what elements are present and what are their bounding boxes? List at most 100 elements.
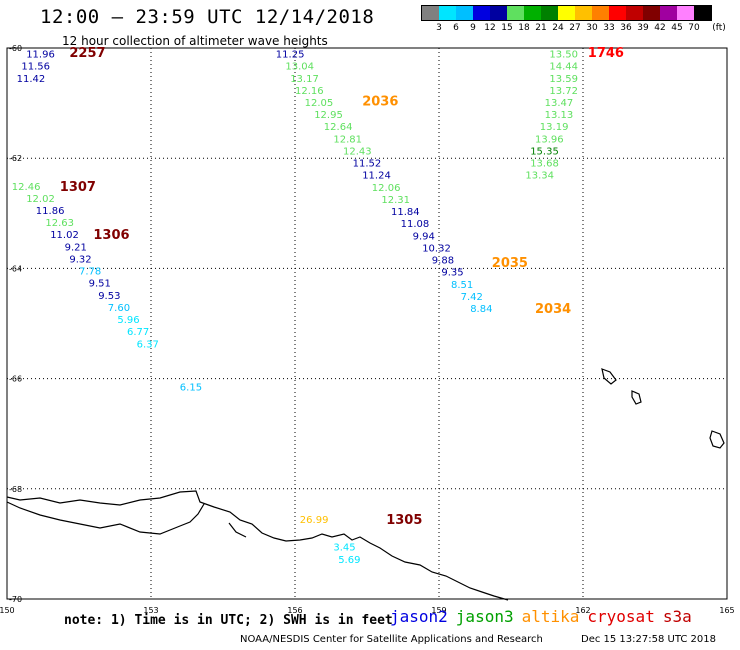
lon-tick-label: 150: [0, 606, 15, 615]
wave-height-value: 11.42: [17, 74, 46, 85]
wave-height-value: 9.21: [65, 242, 87, 253]
legend-label: 42: [654, 23, 666, 33]
legend-label: 45: [671, 23, 683, 33]
legend-label: 3: [436, 23, 442, 33]
wave-height-value: 13.17: [290, 74, 319, 85]
legend-swatch: [626, 6, 643, 20]
wave-height-value: 9.32: [69, 254, 91, 265]
legend-swatch: [660, 6, 677, 20]
legend-swatch: [592, 6, 609, 20]
wave-height-value: 12.46: [12, 182, 41, 193]
satellite-jason2: jason2: [390, 607, 448, 626]
wave-height-value: 5.69: [338, 555, 360, 566]
wave-height-value: 13.96: [535, 134, 564, 145]
wave-height-value: 26.99: [300, 515, 329, 526]
pass-time-label: 2035: [492, 256, 528, 271]
wave-height-value: 5.96: [117, 315, 139, 326]
wave-height-value: 8.51: [451, 280, 473, 291]
wave-height-value: 12.63: [45, 218, 74, 229]
wave-height-value: 7.78: [79, 267, 101, 278]
satellite-altika: altika: [521, 607, 580, 626]
legend-label: 12: [484, 23, 496, 33]
pass-2034: 8.84 2034: [470, 302, 571, 317]
legend-swatch: [609, 6, 626, 20]
page-title: 12:00 – 23:59 UTC 12/14/2018: [40, 6, 375, 28]
pass-1306: 11.029.219.32 7.789.519.537.605.966.776.3…: [50, 228, 202, 393]
pass-2035: 9.889.358.517.42 2035: [432, 256, 528, 303]
wave-height-value: 11.86: [36, 206, 65, 217]
footer-note: note: 1) Time is in UTC; 2) SWH is in fe…: [64, 613, 393, 628]
wave-height-value: 15.35: [530, 146, 559, 157]
wave-height-value: 12.02: [26, 194, 55, 205]
legend-labels: 3 6 9 12 15 18 21 24 27 30 33 36 39 42 45 70 (ft): [421, 21, 726, 35]
wave-height-value: 7.42: [461, 292, 483, 303]
wave-height-legend: 3 6 9 12 15 18 21 24 27 30 33 36 39 42 45 70 (ft): [421, 5, 726, 35]
legend-swatch: [507, 6, 524, 20]
legend-label: 36: [620, 23, 632, 33]
pass-time-label: 1306: [93, 228, 129, 243]
legend-swatch: [643, 6, 660, 20]
wave-height-value: 12.64: [324, 122, 353, 133]
pass-time-label: 2034: [535, 302, 571, 317]
wave-height-value: 13.04: [285, 62, 314, 73]
legend-swatch: [473, 6, 490, 20]
pass-time-label: 1305: [386, 513, 422, 528]
wave-height-value: 9.35: [441, 268, 463, 279]
pass-time-label: 2257: [69, 46, 105, 61]
wave-height-value: 12.31: [381, 195, 410, 206]
legend-label: 15: [501, 23, 513, 33]
pass-1746: 13.5014.4413.5913.7213.4713.1313.1913.96…: [525, 46, 624, 182]
wave-height-value: 13.34: [525, 171, 554, 182]
island-1: [601, 368, 617, 385]
antarctic-coastline: [6, 490, 509, 601]
wave-height-value: 11.02: [50, 230, 79, 241]
lon-tick-label: 156: [287, 606, 302, 615]
timestamp-text: Dec 15 13:27:58 UTC 2018: [581, 634, 716, 645]
legend-swatch: [558, 6, 575, 20]
satellite-legend: jason2 jason3 altika cryosat s3a: [390, 607, 700, 626]
wave-height-value: 11.84: [391, 207, 420, 218]
legend-label: 24: [552, 23, 564, 33]
lon-tick-label: 162: [575, 606, 590, 615]
lat-tick-label: -70: [9, 595, 22, 604]
wave-height-value: 9.88: [432, 256, 454, 267]
coastline: [6, 368, 725, 601]
wave-height-value: 11.52: [353, 159, 382, 170]
wave-height-value: 12.95: [314, 110, 343, 121]
legend-label: 21: [535, 23, 547, 33]
legend-swatch: [422, 6, 439, 20]
wave-height-value: 13.50: [549, 50, 578, 61]
wave-height-value: 12.05: [305, 98, 334, 109]
legend-label: 70: [688, 23, 700, 33]
wave-height-value: 12.43: [343, 146, 372, 157]
island-3: [709, 430, 725, 449]
wave-height-value: 13.72: [549, 86, 578, 97]
wave-height-value: 6.37: [137, 339, 159, 350]
legend-swatch: [694, 6, 711, 20]
satellite-s3a: s3a: [662, 607, 692, 626]
legend-swatch: [524, 6, 541, 20]
lon-tick-label: 159: [431, 606, 446, 615]
wave-height-value: 11.56: [21, 62, 50, 73]
legend-label: 33: [603, 23, 615, 33]
page-subtitle: 12 hour collection of altimeter wave hei…: [62, 34, 328, 48]
pass-2036: 11.2513.0413.1712.1612.0512.9512.6412.81…: [276, 50, 451, 255]
wave-height-value: 3.45: [333, 543, 355, 554]
legend-swatch: [439, 6, 456, 20]
wave-height-value: 11.25: [276, 50, 305, 61]
wave-height-value: 12.16: [295, 86, 324, 97]
wave-height-value: 12.06: [372, 183, 401, 194]
wave-height-value: 13.68: [530, 159, 559, 170]
wave-height-value: 11.08: [401, 219, 430, 230]
lat-tick-label: -68: [9, 485, 22, 494]
lat-tick-label: -62: [9, 154, 22, 163]
wave-height-value: 13.13: [545, 110, 574, 121]
pass-time-label: 1746: [588, 46, 624, 61]
wave-height-value: 7.60: [108, 303, 130, 314]
legend-label: 9: [470, 23, 476, 33]
satellite-cryosat: cryosat: [587, 607, 655, 626]
wave-height-value: 12.81: [333, 134, 362, 145]
credit-text: NOAA/NESDIS Center for Satellite Applica…: [240, 634, 543, 645]
